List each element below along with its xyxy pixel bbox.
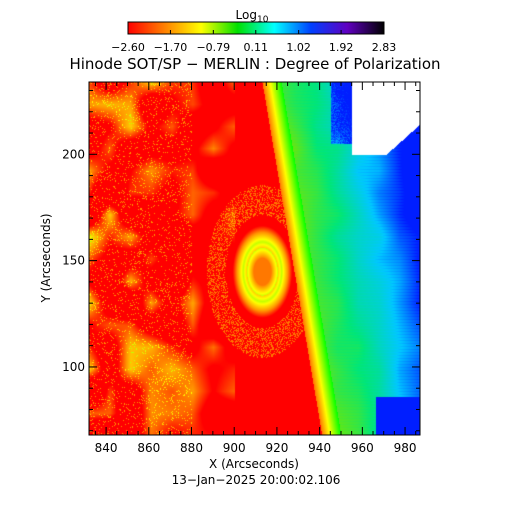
colorbar-title: Log10 xyxy=(236,8,269,25)
axes: 840 860 880 900 920 940 960 980 100 150 200 xyxy=(62,82,420,455)
x-tick-label: 960 xyxy=(351,441,374,455)
x-tick-label: 900 xyxy=(223,441,246,455)
colorbar-tick-label: 1.92 xyxy=(329,41,354,54)
x-tick-label: 840 xyxy=(95,441,118,455)
x-tick-label: 940 xyxy=(308,441,331,455)
colorbar-tick-label: −2.60 xyxy=(111,41,145,54)
colorbar-ticks: −2.60 −1.70 −0.79 0.11 1.02 1.92 2.83 xyxy=(111,30,396,54)
x-axis-label: X (Arcseconds) xyxy=(209,457,299,471)
plot-frame xyxy=(88,81,421,436)
y-tick-label: 150 xyxy=(62,254,85,268)
colorbar-tick-label: −0.79 xyxy=(196,41,230,54)
heatmap-image xyxy=(89,82,420,435)
heatmap-raster xyxy=(89,82,420,435)
x-tick-label: 920 xyxy=(265,441,288,455)
y-axis-label: Y (Arcseconds) xyxy=(39,213,53,303)
colorbar-tick-label: 2.83 xyxy=(372,41,397,54)
y-tick-label: 200 xyxy=(62,147,85,161)
x-tick-label: 880 xyxy=(180,441,203,455)
y-tick-label: 100 xyxy=(62,360,85,374)
colorbar-tick-label: −1.70 xyxy=(154,41,188,54)
colorbar-tick-label: 1.02 xyxy=(286,41,311,54)
x-tick-label: 980 xyxy=(394,441,417,455)
x-tick-label: 860 xyxy=(137,441,160,455)
colorbar-tick-label: 0.11 xyxy=(244,41,269,54)
chart-title: Hinode SOT/SP − MERLIN : Degree of Polar… xyxy=(69,55,440,73)
timestamp: 13−Jan−2025 20:00:02.106 xyxy=(172,473,341,487)
